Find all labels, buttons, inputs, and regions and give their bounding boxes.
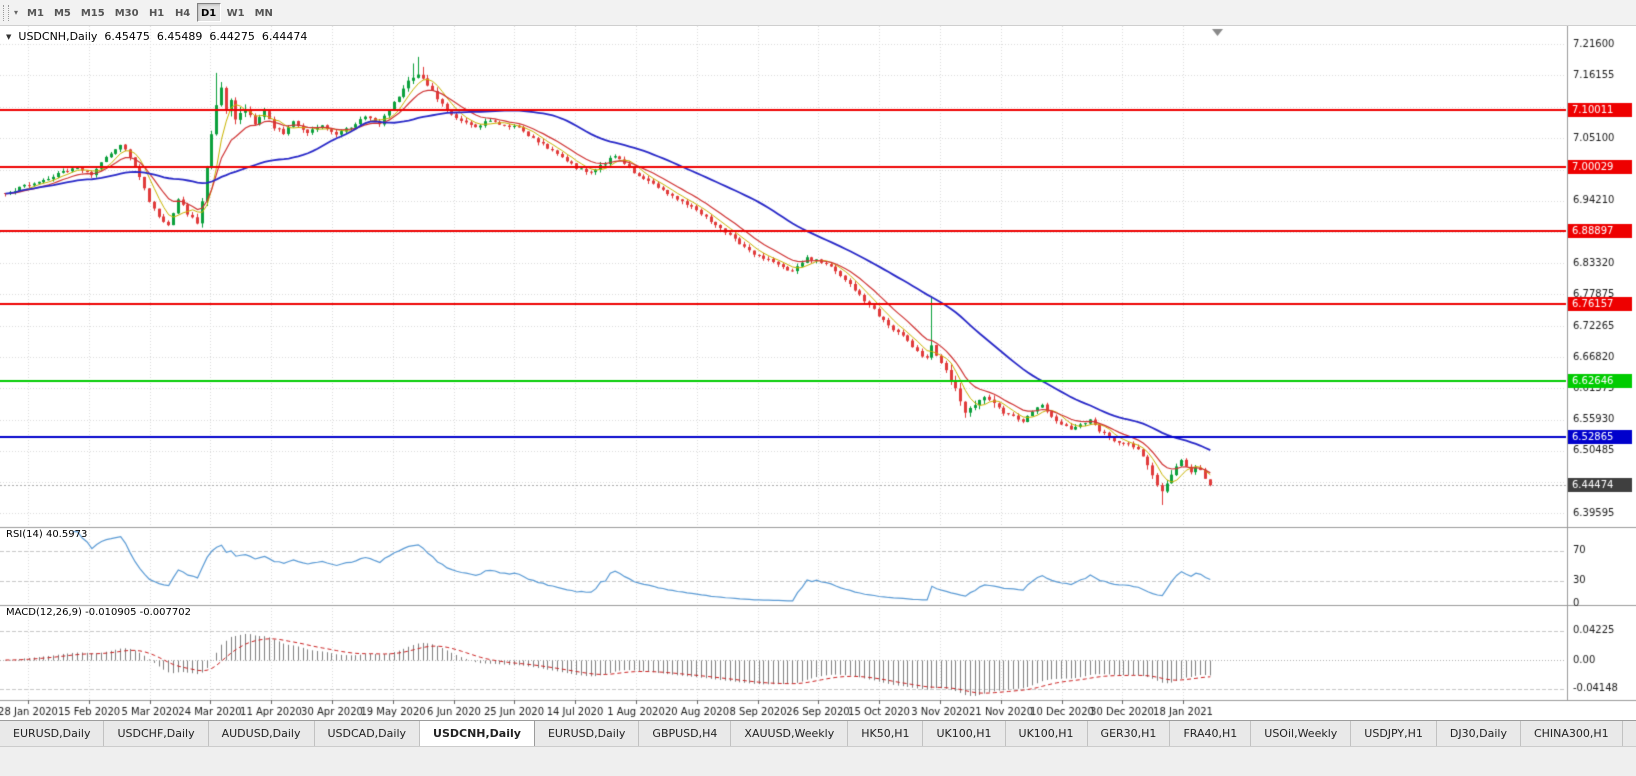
chart-tab-bar: EURUSD,Daily USDCHF,Daily AUDUSD,Daily USDC… [0, 720, 1636, 746]
price-chart-canvas[interactable] [0, 26, 1636, 720]
ohlc-close: 6.44474 [261, 30, 308, 43]
chart-window: ▼ USDCNH,Daily 6.45475 6.45489 6.44275 6… [0, 26, 1636, 720]
timeframe-button-mn[interactable]: MN [254, 8, 273, 19]
timeframe-button-w1[interactable]: W1 [226, 8, 245, 19]
chart-tab-dj30-daily[interactable]: DJ30,Daily [1436, 721, 1521, 746]
chart-tab-ger30-h1[interactable]: GER30,H1 [1087, 721, 1171, 746]
chart-tab-usoil-weekly[interactable]: USOil,Weekly [1251, 721, 1352, 746]
chart-tab-u[interactable]: U [1622, 721, 1636, 746]
chart-tab-eurusd-daily[interactable]: EURUSD,Daily [534, 721, 640, 746]
timeframe-button-m30[interactable]: M30 [114, 8, 139, 19]
macd-indicator-label: MACD(12,26,9) -0.010905 -0.007702 [6, 607, 191, 618]
toolbar-grip[interactable] [3, 4, 9, 21]
chart-tab-fra40-h1[interactable]: FRA40,H1 [1170, 721, 1252, 746]
status-strip [0, 746, 1636, 776]
chart-tab-usdchf-daily[interactable]: USDCHF,Daily [104, 721, 209, 746]
chart-tab-uk100-h1[interactable]: UK100,H1 [1005, 721, 1088, 746]
chart-title: ▼ USDCNH,Daily 6.45475 6.45489 6.44275 6… [6, 30, 307, 43]
timeframe-button-m1[interactable]: M1 [27, 8, 44, 19]
chart-tab-china300-h1[interactable]: CHINA300,H1 [1520, 721, 1623, 746]
timeframe-button-d1[interactable]: D1 [196, 3, 221, 22]
chart-symbol-label: USDCNH,Daily [18, 30, 98, 43]
chart-tab-uk100-h1[interactable]: UK100,H1 [923, 721, 1006, 746]
top-toolbar: ▾ M1 M5 M15 M30 H1 H4 D1 W1 MN [0, 0, 1636, 26]
chart-menu-icon[interactable]: ▼ [6, 32, 12, 41]
chart-tab-usdcnh-daily[interactable]: USDCNH,Daily [420, 721, 535, 746]
chart-tab-eurusd-daily[interactable]: EURUSD,Daily [0, 721, 105, 746]
timeframe-button-h4[interactable]: H4 [174, 8, 191, 19]
timeframe-button-h1[interactable]: H1 [148, 8, 165, 19]
chart-tab-xauusd-weekly[interactable]: XAUUSD,Weekly [731, 721, 849, 746]
ohlc-high: 6.45489 [156, 30, 203, 43]
chevron-down-icon[interactable]: ▾ [14, 7, 19, 17]
chart-tab-hk50-h1[interactable]: HK50,H1 [848, 721, 924, 746]
timeframe-button-m15[interactable]: M15 [80, 8, 105, 19]
chart-tab-gbpusd-h4[interactable]: GBPUSD,H4 [639, 721, 732, 746]
ohlc-open: 6.45475 [104, 30, 150, 43]
chart-tab-usdcad-daily[interactable]: USDCAD,Daily [314, 721, 421, 746]
chart-tab-usdjpy-h1[interactable]: USDJPY,H1 [1351, 721, 1437, 746]
timeframe-button-m5[interactable]: M5 [53, 8, 71, 19]
chart-tab-audusd-daily[interactable]: AUDUSD,Daily [208, 721, 315, 746]
ohlc-low: 6.44275 [209, 30, 255, 43]
rsi-indicator-label: RSI(14) 40.5973 [6, 529, 88, 540]
timeframe-toolbar-buttons: M1 M5 M15 M30 H1 H4 D1 W1 MN [22, 3, 278, 22]
